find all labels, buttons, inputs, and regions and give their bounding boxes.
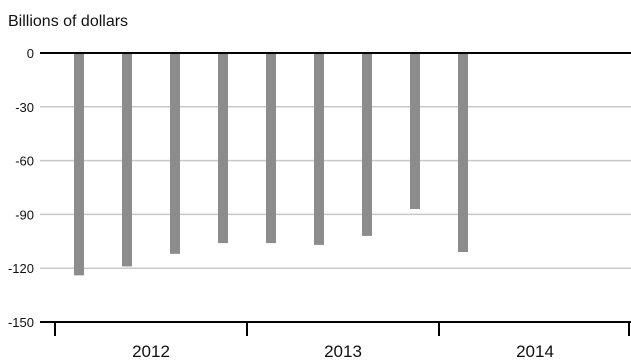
bar [314,53,324,245]
bar [410,53,420,210]
bar [362,53,372,236]
y-axis-label: Billions of dollars [8,13,128,30]
axes [40,52,631,336]
x-tick-label: 2014 [516,342,554,361]
x-tick-label: 2012 [132,342,170,361]
y-tick-label: -150 [8,315,34,330]
bar [170,53,180,254]
y-tick-label: -60 [15,154,34,169]
y-tick-label: -30 [15,100,34,115]
y-tick-label: -120 [8,261,34,276]
x-tick-labels: 2012 2013 2014 [132,342,554,361]
bar [122,53,132,267]
y-tick-label: -90 [15,207,34,222]
bar [266,53,276,244]
bar [218,53,228,244]
bars [74,53,468,276]
grid [40,106,631,269]
bar [74,53,84,276]
y-tick-labels: 0 -30 -60 -90 -120 -150 [8,46,34,330]
y-tick-label: 0 [27,46,34,61]
x-tick-label: 2013 [324,342,362,361]
bar [458,53,468,253]
